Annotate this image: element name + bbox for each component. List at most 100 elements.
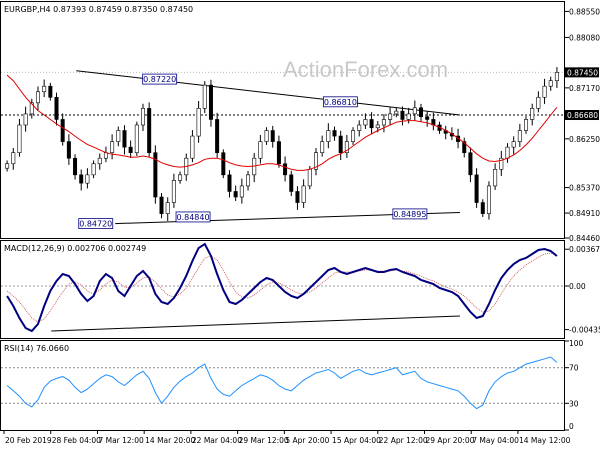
candle-body (128, 146, 133, 153)
candle-body (42, 85, 47, 93)
candle-body (419, 107, 423, 117)
candle-body (375, 124, 380, 129)
rsi-line (6, 356, 558, 410)
candle-body (208, 84, 213, 120)
candle-body (73, 157, 78, 176)
time-tick-label: 22 Mar 04:00 (192, 436, 242, 445)
rsi-tick-label: 100 (569, 339, 584, 348)
candle-body (11, 152, 16, 165)
candle-body (116, 130, 121, 142)
candle-body (178, 174, 183, 181)
watermark: ActionForex.com (283, 57, 448, 82)
candle-body (400, 110, 405, 120)
price-axis: 0.88550 0.88080 0.87170 0.86250 0.85370 0.849… (565, 7, 600, 243)
candle-body (474, 174, 479, 203)
macd-trendline (51, 315, 460, 332)
rsi-tick-label: 0 (569, 422, 574, 431)
candle-body (60, 119, 65, 142)
candle-body (171, 180, 176, 203)
candle-body (313, 152, 318, 170)
candle-body (511, 141, 516, 148)
candle-body (153, 152, 158, 198)
candle-body (369, 119, 374, 129)
candle-body (190, 135, 195, 159)
macd-axis: 0.003678 0.00 -0.004359 (565, 245, 600, 335)
candle-body (48, 85, 53, 98)
time-tick-label: 29 Apr 20:00 (426, 436, 475, 445)
annotation-box (175, 211, 211, 223)
price-tick-label: 0.84460 (569, 234, 600, 243)
annotation-label: 0.84840 (176, 213, 209, 222)
time-tick-label: 28 Feb 04:00 (52, 436, 101, 445)
annotation-box (78, 218, 114, 229)
annotation-label: 0.87220 (143, 75, 176, 84)
candle-body (141, 108, 145, 126)
candle-body (289, 174, 294, 192)
candle-body (227, 174, 232, 192)
candle-body (338, 135, 343, 153)
candle-body (122, 130, 127, 148)
candle-body (134, 124, 139, 153)
rsi-pane-title: RSI(14) 76.0660 (4, 344, 69, 353)
candle-body (301, 185, 306, 203)
candle-body (468, 152, 473, 176)
macd-tick-label: 0.003678 (569, 245, 600, 254)
rsi-tick-label: 30 (569, 399, 579, 408)
candle-body (363, 119, 368, 126)
candle-body (66, 141, 71, 159)
candle-body (35, 91, 40, 104)
rsi-path (6, 356, 558, 410)
macd-pane: MACD(12,26,9) 0.002706 0.002749 0.003678… (0, 240, 600, 339)
candle-body (295, 191, 300, 203)
candle-body (524, 119, 529, 131)
candle-body (530, 108, 535, 120)
candle-body (344, 141, 349, 153)
candle-body (221, 152, 226, 176)
candle-body (5, 163, 10, 169)
candle-body (97, 157, 102, 165)
rsi-axis: 100 70 30 0 (565, 339, 584, 431)
annotation-box (392, 208, 428, 220)
candle-body (85, 174, 90, 184)
price-pane-frame (0, 1, 565, 239)
candle-body (91, 163, 96, 176)
rsi-pane-frame (0, 340, 565, 431)
candle-body (381, 119, 386, 126)
time-tick-label: 7 May 04:00 (472, 436, 519, 445)
price-annotations: 0.87220 0.86810 0.84720 0.84840 0.84895 (78, 73, 428, 229)
price-tick-label: 0.88550 (569, 7, 600, 16)
annotation-label: 0.86810 (324, 98, 357, 107)
annotation-box (322, 96, 358, 108)
candle-body (462, 141, 467, 153)
time-tick-label: 14 Mar 20:00 (145, 436, 195, 445)
time-tick-label: 5 Apr 20:00 (285, 436, 329, 445)
candle-body (246, 174, 251, 187)
candle-body (307, 169, 312, 187)
candle-body (536, 96, 541, 109)
resistance-box (565, 110, 599, 121)
candle-body (264, 130, 269, 142)
candle-body (23, 113, 28, 126)
candle-body (79, 174, 84, 184)
price-tick-label: 0.84910 (569, 209, 600, 218)
candle-body (258, 141, 263, 159)
candle-body (394, 110, 399, 115)
annotation-label: 0.84895 (393, 210, 426, 219)
candle-body (493, 169, 498, 187)
candle-body (276, 141, 281, 165)
price-grid (1, 71, 565, 116)
candle-body (505, 146, 510, 159)
price-tick-label: 0.87170 (569, 84, 600, 93)
annotation-box (142, 73, 178, 85)
rsi-tick-label: 70 (569, 364, 579, 373)
candle-body (425, 116, 430, 120)
candle-body (332, 130, 337, 137)
candle-body (110, 141, 115, 153)
candle-body (54, 96, 59, 120)
price-tick-label: 0.85370 (569, 184, 600, 193)
candle-body (202, 84, 207, 109)
macd-lines (6, 242, 558, 333)
price-pane-title: EURGBP,H4 0.87393 0.87459 0.87350 0.8745… (4, 5, 193, 14)
candle-body (406, 113, 411, 120)
